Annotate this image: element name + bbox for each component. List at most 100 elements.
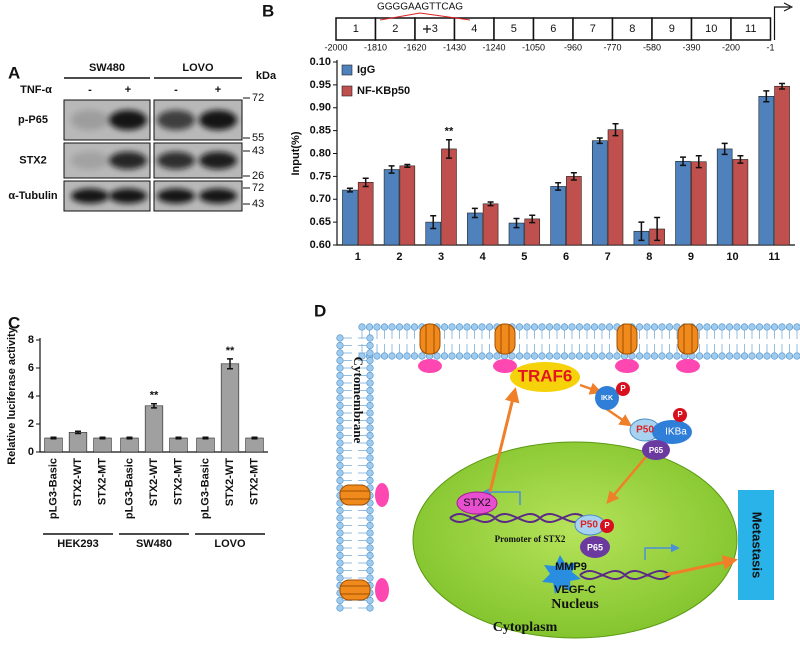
error-bar (50, 436, 57, 440)
x-tick-label: STX2-MT (172, 458, 184, 505)
bar (144, 405, 164, 453)
diagram-label: VEGF-C (554, 584, 596, 596)
lipid-head (440, 323, 449, 331)
lipid-head (366, 454, 374, 462)
lipid-head (770, 323, 779, 331)
promoter-box-label: 10 (705, 23, 717, 35)
receptor-glow (493, 359, 517, 373)
x-tick-label: STX2-WT (224, 458, 236, 507)
lipid-head (365, 323, 374, 331)
cell-line-label: SW480 (89, 62, 125, 74)
lipid-head (448, 323, 456, 331)
receptor-stripes (340, 490, 370, 500)
lipid-head (336, 566, 344, 575)
error-bar (251, 436, 258, 440)
panel-label: C (8, 313, 20, 332)
y-tick-label: 0.65 (310, 216, 331, 228)
x-tick-label: pLG3-Basic (199, 458, 211, 519)
position-label: -200 (722, 42, 740, 52)
lipid-head (545, 323, 554, 331)
lipid-head (703, 323, 711, 331)
blot-band (157, 110, 195, 130)
promoter-box-label: 7 (590, 23, 596, 35)
diagram-label: Promoter of STX2 (495, 534, 566, 544)
lipid-head (575, 323, 584, 331)
receptor-stripes (425, 324, 435, 354)
lipid-head (643, 352, 651, 360)
lipid-head (410, 352, 419, 360)
lipid-head (336, 559, 344, 567)
lipid-head (763, 352, 771, 360)
diagram-label: P (620, 384, 626, 393)
error-bar (430, 214, 437, 230)
error-bar (445, 139, 452, 159)
bar (169, 437, 188, 453)
significance-label: ** (445, 126, 454, 138)
blot-band (109, 188, 147, 204)
blot-band (199, 110, 237, 130)
position-label: -1240 (482, 42, 505, 52)
lipid-head (373, 352, 381, 360)
lipid-head (575, 352, 584, 360)
bar (675, 160, 691, 246)
lipid-head (380, 323, 389, 331)
lipid-head (703, 352, 711, 360)
lipid-head (740, 323, 749, 331)
lipid-head (598, 352, 606, 360)
lipid-head (366, 529, 374, 537)
phospho-shape (600, 519, 614, 533)
receptor-body (419, 323, 441, 355)
receptor (676, 323, 700, 373)
y-tick-label: 0.70 (310, 193, 331, 205)
y-tick-label: 0.85 (310, 125, 331, 137)
promoter-box-label: 6 (550, 23, 556, 35)
p65-shape (642, 440, 670, 460)
error-bar (388, 165, 395, 174)
receptor (339, 483, 389, 507)
lipid-head (778, 352, 786, 360)
nucleus (412, 441, 738, 639)
bar (44, 437, 63, 453)
lipid-head (515, 352, 524, 360)
bar (399, 165, 416, 246)
lipid-head (568, 323, 576, 331)
activation-arrow (579, 382, 603, 395)
x-tick-label: pLG3-Basic (47, 458, 59, 519)
lipid-head (568, 352, 576, 360)
lipid-head (336, 409, 344, 417)
lipid-head (366, 514, 374, 522)
error-bar (638, 221, 645, 242)
lipid-head (643, 323, 651, 331)
lipid-head (710, 352, 719, 360)
lipid-head (336, 439, 344, 447)
lipid-head (755, 323, 764, 331)
lipid-head (590, 323, 599, 331)
error-bar (126, 436, 133, 440)
lipid-head (673, 352, 681, 360)
lipid-head (366, 401, 374, 410)
receptor-stripes (622, 324, 632, 354)
x-tick-label: 1 (355, 251, 361, 263)
position-label: -1 (766, 42, 774, 52)
position-label: -2000 (324, 42, 347, 52)
lipid-head (463, 323, 471, 331)
transcription-arrow (482, 487, 521, 505)
error-bar (346, 187, 353, 193)
pathway-diagram: Cytomembrane TRAF6 IKK P P50 IKBa P P65 STX2 Prom… (336, 323, 800, 639)
lipid-head (395, 323, 404, 331)
bar (591, 140, 608, 246)
dna (579, 569, 671, 581)
blot-band (71, 188, 109, 204)
lipid-head (598, 323, 606, 331)
group-label: LOVO (214, 538, 246, 550)
y-tick-label: 6 (28, 362, 34, 374)
lipid-head (366, 551, 374, 560)
lipid-head (725, 352, 734, 360)
lipid-head (366, 341, 374, 350)
lipid-head (710, 323, 719, 331)
error-bar (151, 402, 157, 409)
lipid-head (395, 352, 404, 360)
lipid-head (366, 424, 374, 432)
